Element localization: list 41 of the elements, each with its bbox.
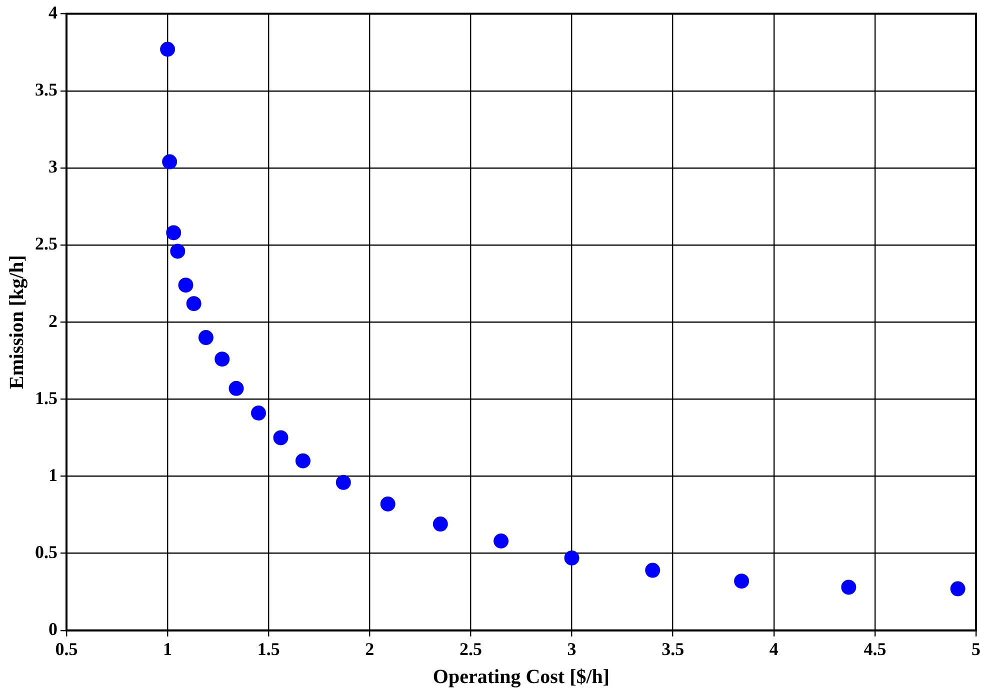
point bbox=[178, 278, 194, 293]
point bbox=[336, 474, 351, 490]
point bbox=[186, 296, 202, 312]
point bbox=[432, 516, 448, 532]
x-tick-label: 5 bbox=[972, 638, 980, 659]
point bbox=[214, 352, 230, 367]
y-tick-label: 3 bbox=[48, 156, 58, 177]
x-tick-label: 3.5 bbox=[662, 638, 684, 659]
point bbox=[198, 330, 214, 346]
x-tick-label: 2 bbox=[365, 638, 374, 659]
point bbox=[166, 225, 182, 240]
x-tick-label: 1.5 bbox=[257, 638, 280, 659]
point bbox=[162, 154, 178, 170]
y-tick-label: 0 bbox=[48, 619, 58, 640]
x-tick-label: 2.5 bbox=[459, 638, 482, 659]
x-tick-label: 4 bbox=[769, 638, 778, 659]
point bbox=[645, 562, 660, 578]
point bbox=[295, 453, 310, 468]
y-axis-title: Emission [kg/h] bbox=[6, 255, 28, 390]
point bbox=[841, 580, 856, 595]
point bbox=[564, 550, 580, 566]
point bbox=[380, 496, 396, 512]
point bbox=[228, 380, 244, 396]
point bbox=[273, 430, 288, 446]
point bbox=[160, 42, 176, 57]
point bbox=[950, 581, 966, 596]
x-axis-title: Operating Cost [$/h] bbox=[432, 666, 610, 688]
y-tick-label: 1.5 bbox=[35, 388, 58, 408]
y-tick-label: 3.5 bbox=[35, 80, 58, 100]
point bbox=[494, 533, 509, 548]
point bbox=[251, 406, 266, 421]
y-tick-label: 0.5 bbox=[35, 542, 58, 562]
point bbox=[734, 574, 750, 589]
x-tick-label: 1 bbox=[163, 638, 172, 659]
x-tick-label: 4.5 bbox=[864, 638, 886, 659]
point bbox=[170, 244, 186, 259]
y-tick-label: 2 bbox=[48, 310, 58, 331]
x-tick-label: 3 bbox=[567, 638, 576, 659]
y-tick-label: 1 bbox=[48, 464, 58, 485]
y-tick-label: 2.5 bbox=[35, 234, 58, 254]
y-tick-label: 4 bbox=[48, 2, 58, 22]
